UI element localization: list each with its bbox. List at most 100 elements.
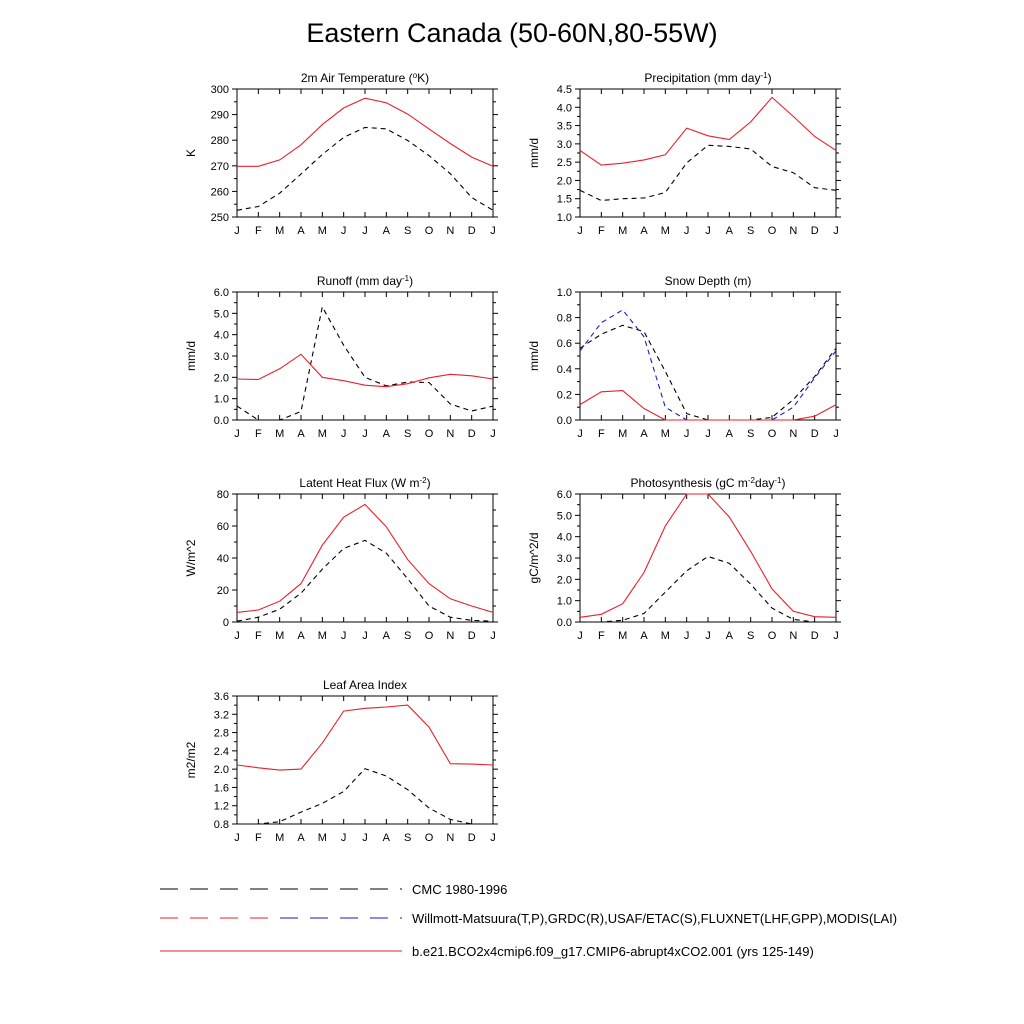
x-tick-label: O xyxy=(768,225,777,237)
x-tick-label: M xyxy=(318,630,327,642)
y-tick-label: 1.0 xyxy=(557,596,572,608)
x-tick-label: J xyxy=(577,225,583,237)
x-tick-label: J xyxy=(684,630,690,642)
x-tick-label: F xyxy=(598,225,605,237)
series-line-model xyxy=(579,493,837,618)
chart-panel-7: Leaf Area Index m2/m2 J F M A M J J A S O N D J 0.8 1.2 1… xyxy=(184,678,498,844)
x-tick-label: O xyxy=(425,225,434,237)
chart-title: Leaf Area Index xyxy=(323,678,407,692)
x-tick-label: M xyxy=(618,225,627,237)
x-tick-label: M xyxy=(275,225,284,237)
x-tick-label: F xyxy=(598,630,605,642)
x-tick-label: J xyxy=(833,630,839,642)
x-tick-label: J xyxy=(362,630,368,642)
x-tick-label: J xyxy=(341,225,347,237)
y-tick-label: 0 xyxy=(223,617,229,629)
x-tick-label: J xyxy=(490,630,496,642)
page-title: Eastern Canada (50-60N,80-55W) xyxy=(306,18,718,48)
x-tick-label: J xyxy=(234,225,240,237)
x-tick-label: J xyxy=(490,428,496,440)
x-tick-label: M xyxy=(318,428,327,440)
x-tick-label: A xyxy=(726,630,734,642)
plot-frame xyxy=(579,493,837,623)
series-line-obs xyxy=(579,324,837,421)
x-tick-label: A xyxy=(640,428,648,440)
plot-frame xyxy=(236,88,494,218)
x-tick-label: J xyxy=(833,225,839,237)
series-line-obs xyxy=(236,126,494,211)
chart-panel-2: Precipitation (mm day-1) mm/d J F M A M J J A S O N D… xyxy=(527,71,841,237)
y-tick-label: 0.0 xyxy=(557,617,572,629)
series-line-model xyxy=(236,503,494,613)
x-tick-label: O xyxy=(425,630,434,642)
x-tick-label: A xyxy=(726,428,734,440)
y-tick-label: 4.0 xyxy=(557,102,572,114)
x-tick-label: O xyxy=(425,832,434,844)
y-tick-label: 4.5 xyxy=(557,84,572,96)
x-tick-label: A xyxy=(297,428,305,440)
x-tick-label: D xyxy=(468,630,476,642)
x-tick-label: J xyxy=(234,428,240,440)
plot-frame xyxy=(579,88,837,218)
x-tick-label: D xyxy=(468,832,476,844)
x-tick-label: N xyxy=(789,225,797,237)
y-tick-label: 250 xyxy=(211,212,229,224)
y-tick-label: 2.5 xyxy=(557,157,572,169)
x-tick-label: J xyxy=(234,832,240,844)
x-tick-label: N xyxy=(446,832,454,844)
x-tick-label: D xyxy=(811,225,819,237)
legend: CMC 1980-1996 Willmott-Matsuura(T,P),GRDC… xyxy=(160,882,897,959)
x-tick-label: A xyxy=(383,428,391,440)
y-tick-label: 1.0 xyxy=(214,394,229,406)
chart-title: Runoff (mm day-1) xyxy=(317,274,413,289)
x-tick-label: D xyxy=(468,428,476,440)
y-axis-label: W/m^2 xyxy=(184,539,198,576)
x-tick-label: J xyxy=(833,428,839,440)
y-tick-label: 3.6 xyxy=(214,691,229,703)
x-tick-label: J xyxy=(577,428,583,440)
x-tick-label: S xyxy=(747,428,754,440)
y-tick-label: 1.2 xyxy=(214,801,229,813)
x-tick-label: A xyxy=(297,225,305,237)
series-line-model xyxy=(236,704,494,771)
x-tick-label: N xyxy=(789,630,797,642)
x-tick-label: S xyxy=(747,225,754,237)
y-tick-label: 4.0 xyxy=(214,330,229,342)
x-tick-label: N xyxy=(446,428,454,440)
y-tick-label: 3.0 xyxy=(557,139,572,151)
x-tick-label: J xyxy=(684,225,690,237)
chart-title: Latent Heat Flux (W m-2) xyxy=(299,476,430,491)
series-line-obs xyxy=(236,305,494,421)
legend-label: b.e21.BCO2x4cmip6.f09_g17.CMIP6-abrupt4x… xyxy=(412,944,814,959)
x-tick-label: J xyxy=(341,428,347,440)
y-tick-label: 1.5 xyxy=(557,194,572,206)
x-tick-label: N xyxy=(789,428,797,440)
y-tick-label: 6.0 xyxy=(557,489,572,501)
x-tick-label: O xyxy=(768,428,777,440)
x-tick-label: M xyxy=(318,832,327,844)
x-tick-label: A xyxy=(640,225,648,237)
y-tick-label: 2.0 xyxy=(557,574,572,586)
chart-title: 2m Air Temperature (oK) xyxy=(301,71,429,86)
x-tick-label: J xyxy=(341,832,347,844)
y-tick-label: 2.0 xyxy=(214,372,229,384)
series-line-obs_alt xyxy=(579,309,837,421)
y-tick-label: 1.6 xyxy=(214,782,229,794)
x-tick-label: M xyxy=(661,428,670,440)
y-tick-label: 0.8 xyxy=(214,819,229,831)
y-tick-label: 5.0 xyxy=(557,510,572,522)
plot-frame xyxy=(236,695,494,825)
y-tick-label: 3.2 xyxy=(214,709,229,721)
y-tick-label: 290 xyxy=(211,110,229,122)
x-tick-label: S xyxy=(404,225,411,237)
x-tick-label: J xyxy=(705,428,711,440)
plot-frame xyxy=(236,291,494,421)
series-line-model xyxy=(579,96,837,166)
y-axis-label: m2/m2 xyxy=(184,741,198,778)
chart-panel-5: Latent Heat Flux (W m-2) W/m^2 J F M A M J J A S O N… xyxy=(184,476,498,642)
series-line-model xyxy=(237,97,494,167)
x-tick-label: A xyxy=(383,225,391,237)
chart-title: Precipitation (mm day-1) xyxy=(644,71,771,86)
